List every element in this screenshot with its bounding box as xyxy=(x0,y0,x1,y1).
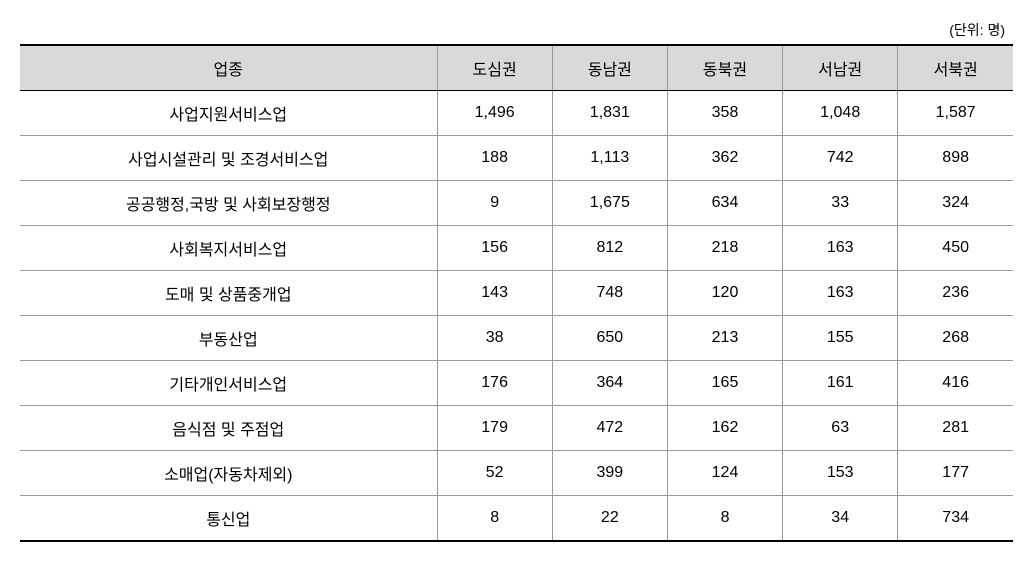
cell-value: 163 xyxy=(783,271,898,316)
table-row: 소매업(자동차제외) 52 399 124 153 177 xyxy=(20,451,1013,496)
cell-value: 268 xyxy=(898,316,1013,361)
cell-value: 163 xyxy=(783,226,898,271)
cell-value: 165 xyxy=(667,361,782,406)
table-row: 통신업 8 22 8 34 734 xyxy=(20,496,1013,542)
cell-value: 472 xyxy=(552,406,667,451)
cell-value: 143 xyxy=(437,271,552,316)
cell-value: 8 xyxy=(667,496,782,542)
cell-value: 156 xyxy=(437,226,552,271)
cell-value: 63 xyxy=(783,406,898,451)
cell-value: 162 xyxy=(667,406,782,451)
cell-value: 416 xyxy=(898,361,1013,406)
cell-value: 1,048 xyxy=(783,91,898,136)
header-region-1: 도심권 xyxy=(437,45,552,91)
cell-value: 1,831 xyxy=(552,91,667,136)
data-table: 업종 도심권 동남권 동북권 서남권 서북권 사업지원서비스업 1,496 1,… xyxy=(20,44,1013,542)
cell-value: 1,587 xyxy=(898,91,1013,136)
cell-value: 1,496 xyxy=(437,91,552,136)
cell-value: 176 xyxy=(437,361,552,406)
header-region-2: 동남권 xyxy=(552,45,667,91)
cell-value: 362 xyxy=(667,136,782,181)
table-row: 사회복지서비스업 156 812 218 163 450 xyxy=(20,226,1013,271)
header-region-5: 서북권 xyxy=(898,45,1013,91)
cell-value: 120 xyxy=(667,271,782,316)
cell-value: 734 xyxy=(898,496,1013,542)
cell-value: 1,113 xyxy=(552,136,667,181)
cell-value: 281 xyxy=(898,406,1013,451)
cell-category: 사업시설관리 및 조경서비스업 xyxy=(20,136,437,181)
cell-value: 34 xyxy=(783,496,898,542)
cell-value: 218 xyxy=(667,226,782,271)
cell-value: 742 xyxy=(783,136,898,181)
cell-category: 음식점 및 주점업 xyxy=(20,406,437,451)
cell-value: 8 xyxy=(437,496,552,542)
cell-value: 188 xyxy=(437,136,552,181)
cell-value: 364 xyxy=(552,361,667,406)
header-category: 업종 xyxy=(20,45,437,91)
cell-value: 898 xyxy=(898,136,1013,181)
cell-value: 1,675 xyxy=(552,181,667,226)
header-region-3: 동북권 xyxy=(667,45,782,91)
table-row: 기타개인서비스업 176 364 165 161 416 xyxy=(20,361,1013,406)
cell-value: 161 xyxy=(783,361,898,406)
cell-category: 기타개인서비스업 xyxy=(20,361,437,406)
cell-value: 52 xyxy=(437,451,552,496)
cell-value: 812 xyxy=(552,226,667,271)
table-row: 사업시설관리 및 조경서비스업 188 1,113 362 742 898 xyxy=(20,136,1013,181)
cell-value: 33 xyxy=(783,181,898,226)
cell-value: 153 xyxy=(783,451,898,496)
cell-value: 358 xyxy=(667,91,782,136)
cell-value: 38 xyxy=(437,316,552,361)
header-region-4: 서남권 xyxy=(783,45,898,91)
header-row: 업종 도심권 동남권 동북권 서남권 서북권 xyxy=(20,45,1013,91)
cell-value: 9 xyxy=(437,181,552,226)
cell-value: 324 xyxy=(898,181,1013,226)
cell-value: 399 xyxy=(552,451,667,496)
cell-value: 450 xyxy=(898,226,1013,271)
table-row: 사업지원서비스업 1,496 1,831 358 1,048 1,587 xyxy=(20,91,1013,136)
cell-value: 155 xyxy=(783,316,898,361)
cell-category: 사업지원서비스업 xyxy=(20,91,437,136)
cell-category: 소매업(자동차제외) xyxy=(20,451,437,496)
table-row: 부동산업 38 650 213 155 268 xyxy=(20,316,1013,361)
cell-category: 통신업 xyxy=(20,496,437,542)
cell-category: 공공행정,국방 및 사회보장행정 xyxy=(20,181,437,226)
cell-category: 도매 및 상품중개업 xyxy=(20,271,437,316)
cell-value: 236 xyxy=(898,271,1013,316)
cell-value: 22 xyxy=(552,496,667,542)
cell-value: 124 xyxy=(667,451,782,496)
table-header: 업종 도심권 동남권 동북권 서남권 서북권 xyxy=(20,45,1013,91)
cell-value: 177 xyxy=(898,451,1013,496)
unit-label: (단위: 명) xyxy=(20,20,1013,40)
cell-value: 179 xyxy=(437,406,552,451)
table-body: 사업지원서비스업 1,496 1,831 358 1,048 1,587 사업시… xyxy=(20,91,1013,542)
cell-category: 부동산업 xyxy=(20,316,437,361)
table-row: 음식점 및 주점업 179 472 162 63 281 xyxy=(20,406,1013,451)
cell-value: 634 xyxy=(667,181,782,226)
cell-value: 748 xyxy=(552,271,667,316)
cell-value: 650 xyxy=(552,316,667,361)
cell-value: 213 xyxy=(667,316,782,361)
cell-category: 사회복지서비스업 xyxy=(20,226,437,271)
table-row: 공공행정,국방 및 사회보장행정 9 1,675 634 33 324 xyxy=(20,181,1013,226)
table-row: 도매 및 상품중개업 143 748 120 163 236 xyxy=(20,271,1013,316)
